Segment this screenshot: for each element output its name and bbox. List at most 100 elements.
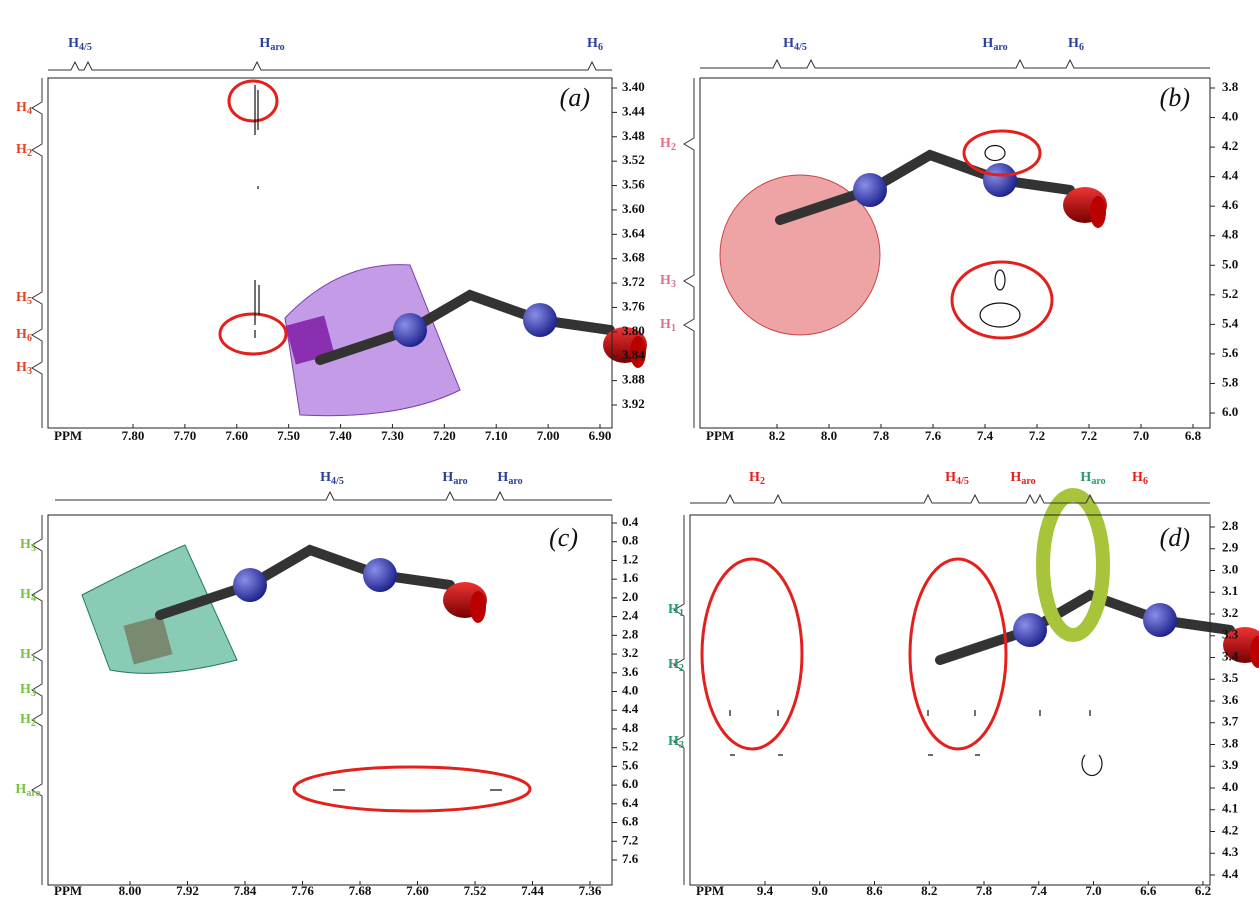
label-main: H xyxy=(442,470,453,485)
label-main: H xyxy=(587,36,598,51)
y-tick-label: 3.1 xyxy=(1222,583,1238,598)
peak-label: H4/5 xyxy=(68,36,92,53)
label-main: H xyxy=(20,647,31,662)
y-tick-label: 4.4 xyxy=(1222,866,1239,881)
x-tick-label: 6.8 xyxy=(1185,428,1202,443)
highlight xyxy=(294,767,530,811)
peak-label: H6 xyxy=(1132,470,1148,487)
label-sub: aro xyxy=(26,788,40,799)
projection-spectrum xyxy=(700,60,1210,68)
peak-label: H1 xyxy=(660,317,676,334)
x-tick-label: 7.44 xyxy=(521,883,544,898)
y-tick-label: 3.72 xyxy=(622,274,645,289)
y-tick-label: 3.80 xyxy=(622,323,645,338)
label-sub: 5 xyxy=(31,543,36,554)
peak-label: H3 xyxy=(668,734,684,751)
label-sub: 4/5 xyxy=(79,42,92,53)
label-main: H xyxy=(1132,470,1143,485)
peak-label: H3 xyxy=(16,360,32,377)
y-tick-label: 4.0 xyxy=(622,682,638,697)
y-tick-label: 3.0 xyxy=(1222,561,1238,576)
label-sub: aro xyxy=(270,42,284,53)
y-tick-label: 6.0 xyxy=(1222,404,1238,419)
label-main: H xyxy=(20,537,31,552)
projection-spectrum xyxy=(32,78,42,428)
x-tick-label: 7.00 xyxy=(537,428,560,443)
highlight xyxy=(702,559,802,749)
y-tick-label: 4.8 xyxy=(1222,227,1239,242)
y-tick-label: 4.2 xyxy=(1222,822,1238,837)
label-sub: 5 xyxy=(27,296,32,307)
x-tick-label: 7.70 xyxy=(174,428,197,443)
y-tick-label: 3.92 xyxy=(622,396,645,411)
y-tick-label: 4.0 xyxy=(1222,779,1238,794)
y-tick-label: 3.60 xyxy=(622,201,645,216)
peak-label: H6 xyxy=(587,36,603,53)
x-tick-label: 7.92 xyxy=(176,883,199,898)
y-tick-label: 2.4 xyxy=(622,608,639,623)
y-tick-label: 4.8 xyxy=(622,720,639,735)
peak-label: H6 xyxy=(1068,36,1084,53)
label-main: H xyxy=(1068,36,1079,51)
y-tick-label: 5.6 xyxy=(1222,345,1239,360)
panel-b-art xyxy=(720,131,1107,338)
y-tick-label: 3.6 xyxy=(622,664,639,679)
peak-label: H3 xyxy=(660,273,676,290)
y-tick-label: 0.4 xyxy=(622,514,639,529)
peak-label: H6 xyxy=(16,327,32,344)
peak-label: H4/5 xyxy=(320,470,344,487)
peak-label: H2 xyxy=(20,712,36,729)
label-main: H xyxy=(16,290,27,305)
x-tick-label: 8.0 xyxy=(821,428,837,443)
y-tick-label: 3.44 xyxy=(622,103,645,118)
label-sub: 2 xyxy=(679,663,684,674)
label-sub: 1 xyxy=(671,323,676,334)
figure: (a)PPM7.807.707.607.507.407.307.207.107.… xyxy=(0,0,1259,901)
x-tick-label: 7.10 xyxy=(485,428,508,443)
y-tick-label: 5.4 xyxy=(1222,315,1239,330)
label-sub: 3 xyxy=(671,279,676,290)
label-sub: 1 xyxy=(31,653,36,664)
panel-label: (b) xyxy=(1160,83,1190,112)
projection-spectrum xyxy=(55,492,612,500)
peak-label: Haro xyxy=(1080,470,1105,487)
y-tick-label: 0.8 xyxy=(622,533,639,548)
x-tick-label: 7.8 xyxy=(976,883,993,898)
label-main: H xyxy=(16,327,27,342)
label-sub: aro xyxy=(508,476,522,487)
y-tick-label: 3.9 xyxy=(1222,757,1239,772)
y-tick-label: 4.6 xyxy=(1222,197,1239,212)
projection-spectrum xyxy=(684,78,694,428)
peak-label: H5 xyxy=(20,537,36,554)
projection-spectrum xyxy=(674,515,684,885)
label-sub: 4 xyxy=(27,106,32,117)
peak-label: H2 xyxy=(660,136,676,153)
y-tick-label: 4.2 xyxy=(1222,138,1238,153)
label-sub: aro xyxy=(453,476,467,487)
label-main: H xyxy=(660,317,671,332)
x-tick-label: 7.8 xyxy=(873,428,890,443)
projection-spectrum xyxy=(48,62,612,70)
x-tick-label: 9.4 xyxy=(757,883,774,898)
x-tick-label: 7.4 xyxy=(1031,883,1048,898)
label-sub: 4/5 xyxy=(331,476,344,487)
x-tick-label: 7.20 xyxy=(433,428,456,443)
y-tick-label: 4.0 xyxy=(1222,109,1238,124)
y-tick-label: 7.6 xyxy=(622,851,639,866)
label-main: H xyxy=(945,470,956,485)
y-tick-label: 5.6 xyxy=(622,757,639,772)
y-tick-label: 6.8 xyxy=(622,814,639,829)
label-sub: 1 xyxy=(679,608,684,619)
x-tick-label: 7.30 xyxy=(381,428,404,443)
peak-label: Haro xyxy=(15,782,40,799)
x-tick-label: 6.6 xyxy=(1140,883,1157,898)
x-tick-label: 8.2 xyxy=(921,883,937,898)
panel-label: (c) xyxy=(549,523,578,552)
x-tick-label: 7.50 xyxy=(277,428,300,443)
x-axis-title: PPM xyxy=(54,883,82,898)
label-sub: 3 xyxy=(27,366,32,377)
peak-label: H2 xyxy=(668,657,684,674)
peak-label: H4/5 xyxy=(783,36,807,53)
projection-spectrum xyxy=(690,495,1210,503)
label-sub: 4/5 xyxy=(794,42,807,53)
